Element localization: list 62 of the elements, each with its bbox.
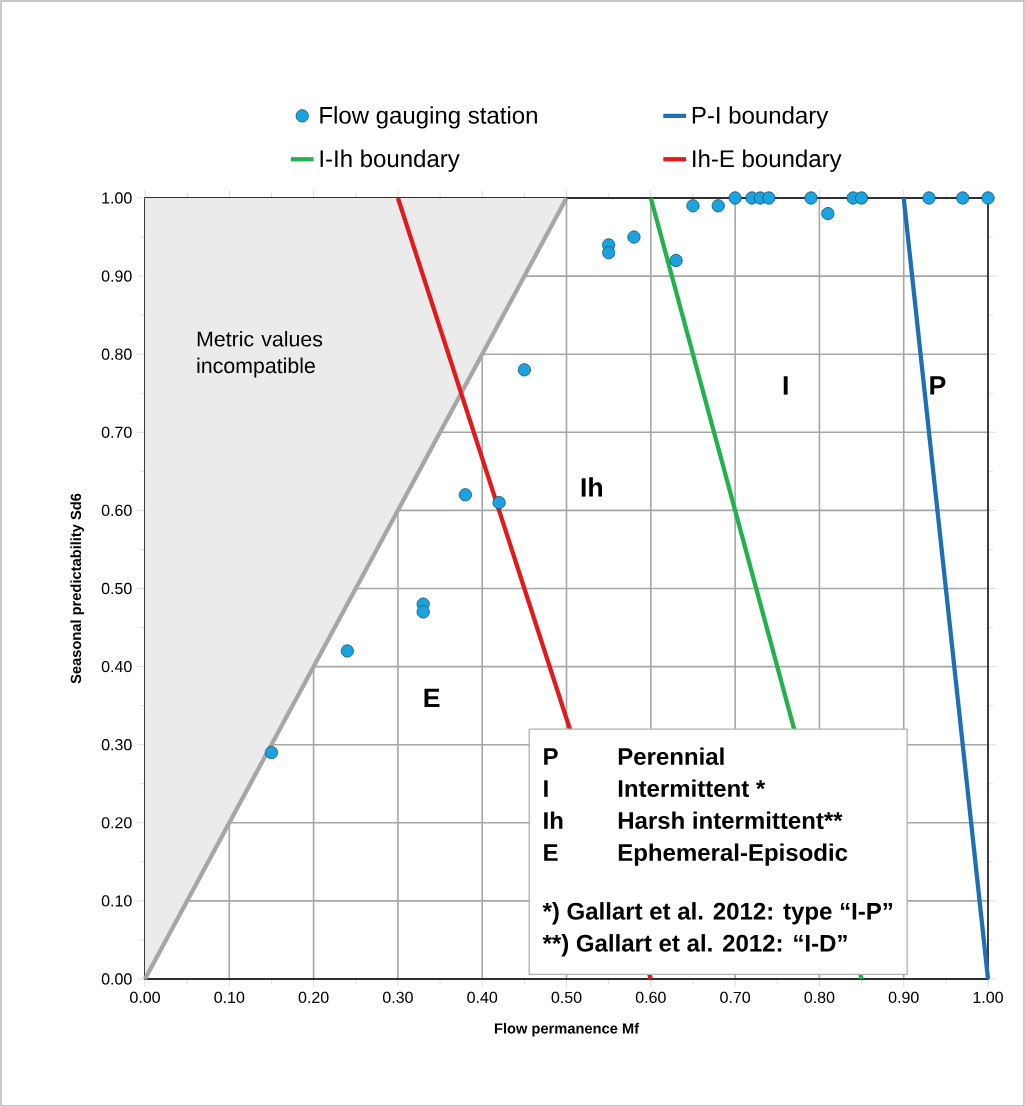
x-axis-title: Flow permanence Mf [494,1022,640,1037]
y-tick-label: 0.60 [101,504,132,517]
annotation: **) Gallart et al. 2012: “I-D” [542,934,847,957]
y-tick-label: 0.90 [101,270,132,282]
annotation: Ih [544,811,563,829]
point [855,191,869,205]
annotation: Ephemeral-Episodic [618,843,848,866]
annotation: I [544,780,548,797]
annotation: P [930,376,946,395]
point [627,230,641,244]
y-axis-title: Seasonal predictability Sd6 [70,493,84,684]
point [264,745,278,760]
point [602,246,616,260]
x-tick-label: 0.00 [130,991,160,1004]
y-tick-label: 0.20 [101,817,132,829]
y-tick-label: 0.30 [101,739,132,751]
x-tick-label: 0.60 [635,991,666,1004]
point [728,191,742,205]
point [821,207,835,221]
point [416,605,430,619]
point [669,253,683,267]
y-tick-label: 0.00 [101,973,132,985]
point [922,191,936,205]
annotation: E [424,688,440,708]
y-tick-label: 0.80 [101,348,132,360]
point [492,496,506,510]
annotation: E [544,844,558,861]
point [762,191,776,205]
y-tick-label: 0.40 [101,660,132,673]
legend-label: I-Ih boundary [320,149,460,172]
x-tick-label: 0.30 [382,991,413,1004]
x-tick-label: 1.00 [973,991,1003,1004]
y-tick-label: 0.50 [101,582,132,595]
legend-label: Ih-E boundary [693,149,842,172]
x-tick-label: 0.50 [551,991,582,1004]
legend-label: P-I boundary [692,106,829,129]
point [458,488,472,502]
x-tick-label: 0.90 [888,991,919,1004]
annotation: Metric values incompatible [197,330,323,378]
point [517,363,531,377]
x-tick-label: 0.40 [467,991,498,1004]
annotation: Perennial [618,747,724,766]
y-tick-label: 1.00 [102,192,132,204]
legend-label: Flow gauging station [320,106,537,129]
annotation: P [544,748,558,765]
x-tick-label: 0.10 [214,991,245,1004]
x-tick-label: 0.20 [298,991,329,1004]
x-tick-label: 0.80 [804,991,835,1004]
point [711,199,725,213]
annotation: *) Gallart et al. 2012: type “I-P” [542,902,893,925]
annotation: Ih [581,477,602,497]
y-tick-label: 0.70 [101,426,132,438]
annotation: I [783,376,788,395]
point [981,191,995,205]
annotation: Harsh intermittent** [618,811,843,830]
point [686,199,700,213]
point [340,644,354,658]
annotation: Intermittent * [618,779,766,798]
point [804,191,818,205]
x-tick-label: 0.70 [720,991,751,1004]
point [956,191,970,205]
y-tick-label: 0.10 [101,895,132,907]
